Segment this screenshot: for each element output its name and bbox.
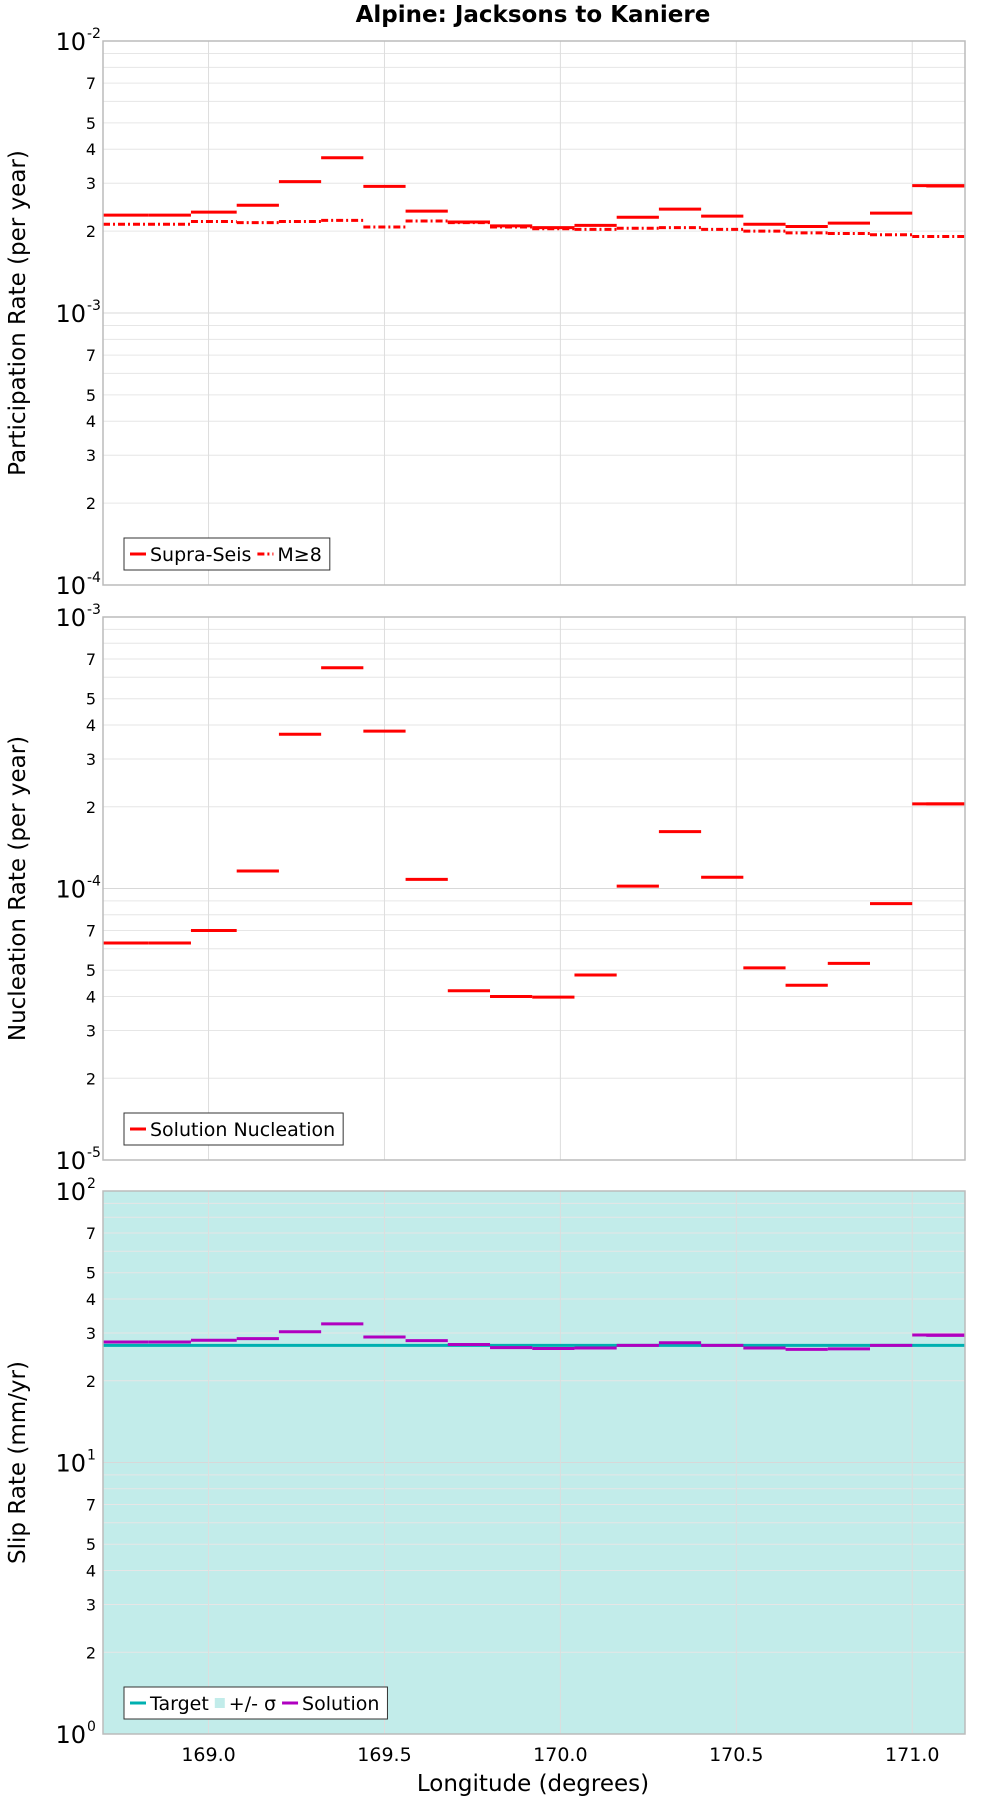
legend-participation: Supra-Seis M≥8: [123, 537, 331, 571]
y-tick-exponent: -4: [87, 570, 101, 586]
y-tick-exponent: 0: [87, 1719, 96, 1735]
y-tick-label: 10: [55, 28, 86, 56]
y-tick-label: 10: [55, 604, 86, 632]
y-tick-exponent: -3: [87, 602, 101, 618]
y-tick-exponent: 1: [87, 1448, 96, 1464]
y-tick-label: 10: [55, 1178, 86, 1206]
y-minor-tick-label: 3: [86, 446, 96, 465]
y-minor-tick-label: 2: [86, 1069, 96, 1088]
y-tick-exponent: -4: [87, 874, 101, 890]
legend-label: Solution Nucleation: [150, 1119, 335, 1141]
x-tick-label: 170.5: [709, 1744, 763, 1766]
x-tick-label: 171.0: [885, 1744, 939, 1766]
legend-label: Target: [149, 1693, 209, 1715]
y-minor-tick-label: 3: [86, 750, 96, 769]
y-minor-tick-label: 2: [86, 798, 96, 817]
y-minor-tick-label: 7: [86, 1496, 96, 1515]
legend-swatch-band: [214, 1698, 225, 1708]
legend-label: Solution: [302, 1693, 379, 1715]
y-minor-tick-label: 2: [86, 1643, 96, 1662]
y-tick-label: 10: [55, 1147, 86, 1175]
y-tick-exponent: 2: [87, 1176, 96, 1192]
y-minor-tick-label: 5: [86, 114, 96, 133]
y-minor-tick-label: 7: [86, 922, 96, 941]
legend-box: [123, 1112, 344, 1146]
x-tick-label: 170.0: [533, 1744, 587, 1766]
y-minor-tick-label: 2: [86, 1372, 96, 1391]
legend-label: +/- σ: [229, 1693, 276, 1715]
y-minor-tick-label: 4: [86, 988, 96, 1007]
y-minor-tick-label: 7: [86, 74, 96, 93]
y-tick-label: 10: [55, 572, 86, 600]
y-minor-tick-label: 5: [86, 690, 96, 709]
y-minor-tick-label: 4: [86, 1562, 96, 1581]
y-minor-tick-label: 5: [86, 961, 96, 980]
y-minor-tick-label: 5: [86, 386, 96, 405]
y-minor-tick-label: 5: [86, 1264, 96, 1283]
x-axis-label: Longitude (degrees): [417, 1771, 649, 1797]
legend-slip: Target +/- σ Solution: [123, 1686, 388, 1720]
y-tick-label: 10: [55, 300, 86, 328]
y-axis-label: Slip Rate (mm/yr): [5, 1361, 31, 1564]
chart-title: Alpine: Jacksons to Kaniere: [356, 2, 711, 28]
y-minor-tick-label: 3: [86, 1021, 96, 1040]
y-tick-label: 10: [55, 1721, 86, 1749]
y-tick-exponent: -3: [87, 298, 101, 314]
y-tick-exponent: -2: [87, 26, 101, 42]
legend-nucleation: Solution Nucleation: [123, 1112, 344, 1146]
y-minor-tick-label: 3: [86, 174, 96, 193]
y-minor-tick-label: 5: [86, 1535, 96, 1554]
y-minor-tick-label: 4: [86, 1290, 96, 1309]
legend-label: Supra-Seis: [150, 544, 251, 566]
y-minor-tick-label: 7: [86, 650, 96, 669]
y-minor-tick-label: 3: [86, 1595, 96, 1614]
y-minor-tick-label: 3: [86, 1324, 96, 1343]
y-minor-tick-label: 4: [86, 140, 96, 159]
y-axis-label: Participation Rate (per year): [5, 150, 31, 476]
y-minor-tick-label: 7: [86, 1224, 96, 1243]
y-minor-tick-label: 4: [86, 716, 96, 735]
y-minor-tick-label: 4: [86, 412, 96, 431]
legend-box: [123, 537, 331, 571]
y-minor-tick-label: 2: [86, 222, 96, 241]
x-tick-label: 169.5: [357, 1744, 411, 1766]
x-tick-label: 169.0: [181, 1744, 235, 1766]
y-axis-label: Nucleation Rate (per year): [5, 736, 31, 1041]
plot-frame-nucleation: [102, 616, 966, 1161]
y-minor-tick-label: 7: [86, 346, 96, 365]
y-minor-tick-label: 2: [86, 494, 96, 513]
y-tick-exponent: -5: [87, 1145, 101, 1161]
legend-label: M≥8: [277, 544, 321, 566]
plot-frame-slip: [102, 1190, 966, 1735]
plot-frame-participation: [102, 40, 966, 586]
y-tick-label: 10: [55, 876, 86, 904]
y-tick-label: 10: [55, 1450, 86, 1478]
legend-box: [123, 1686, 388, 1720]
